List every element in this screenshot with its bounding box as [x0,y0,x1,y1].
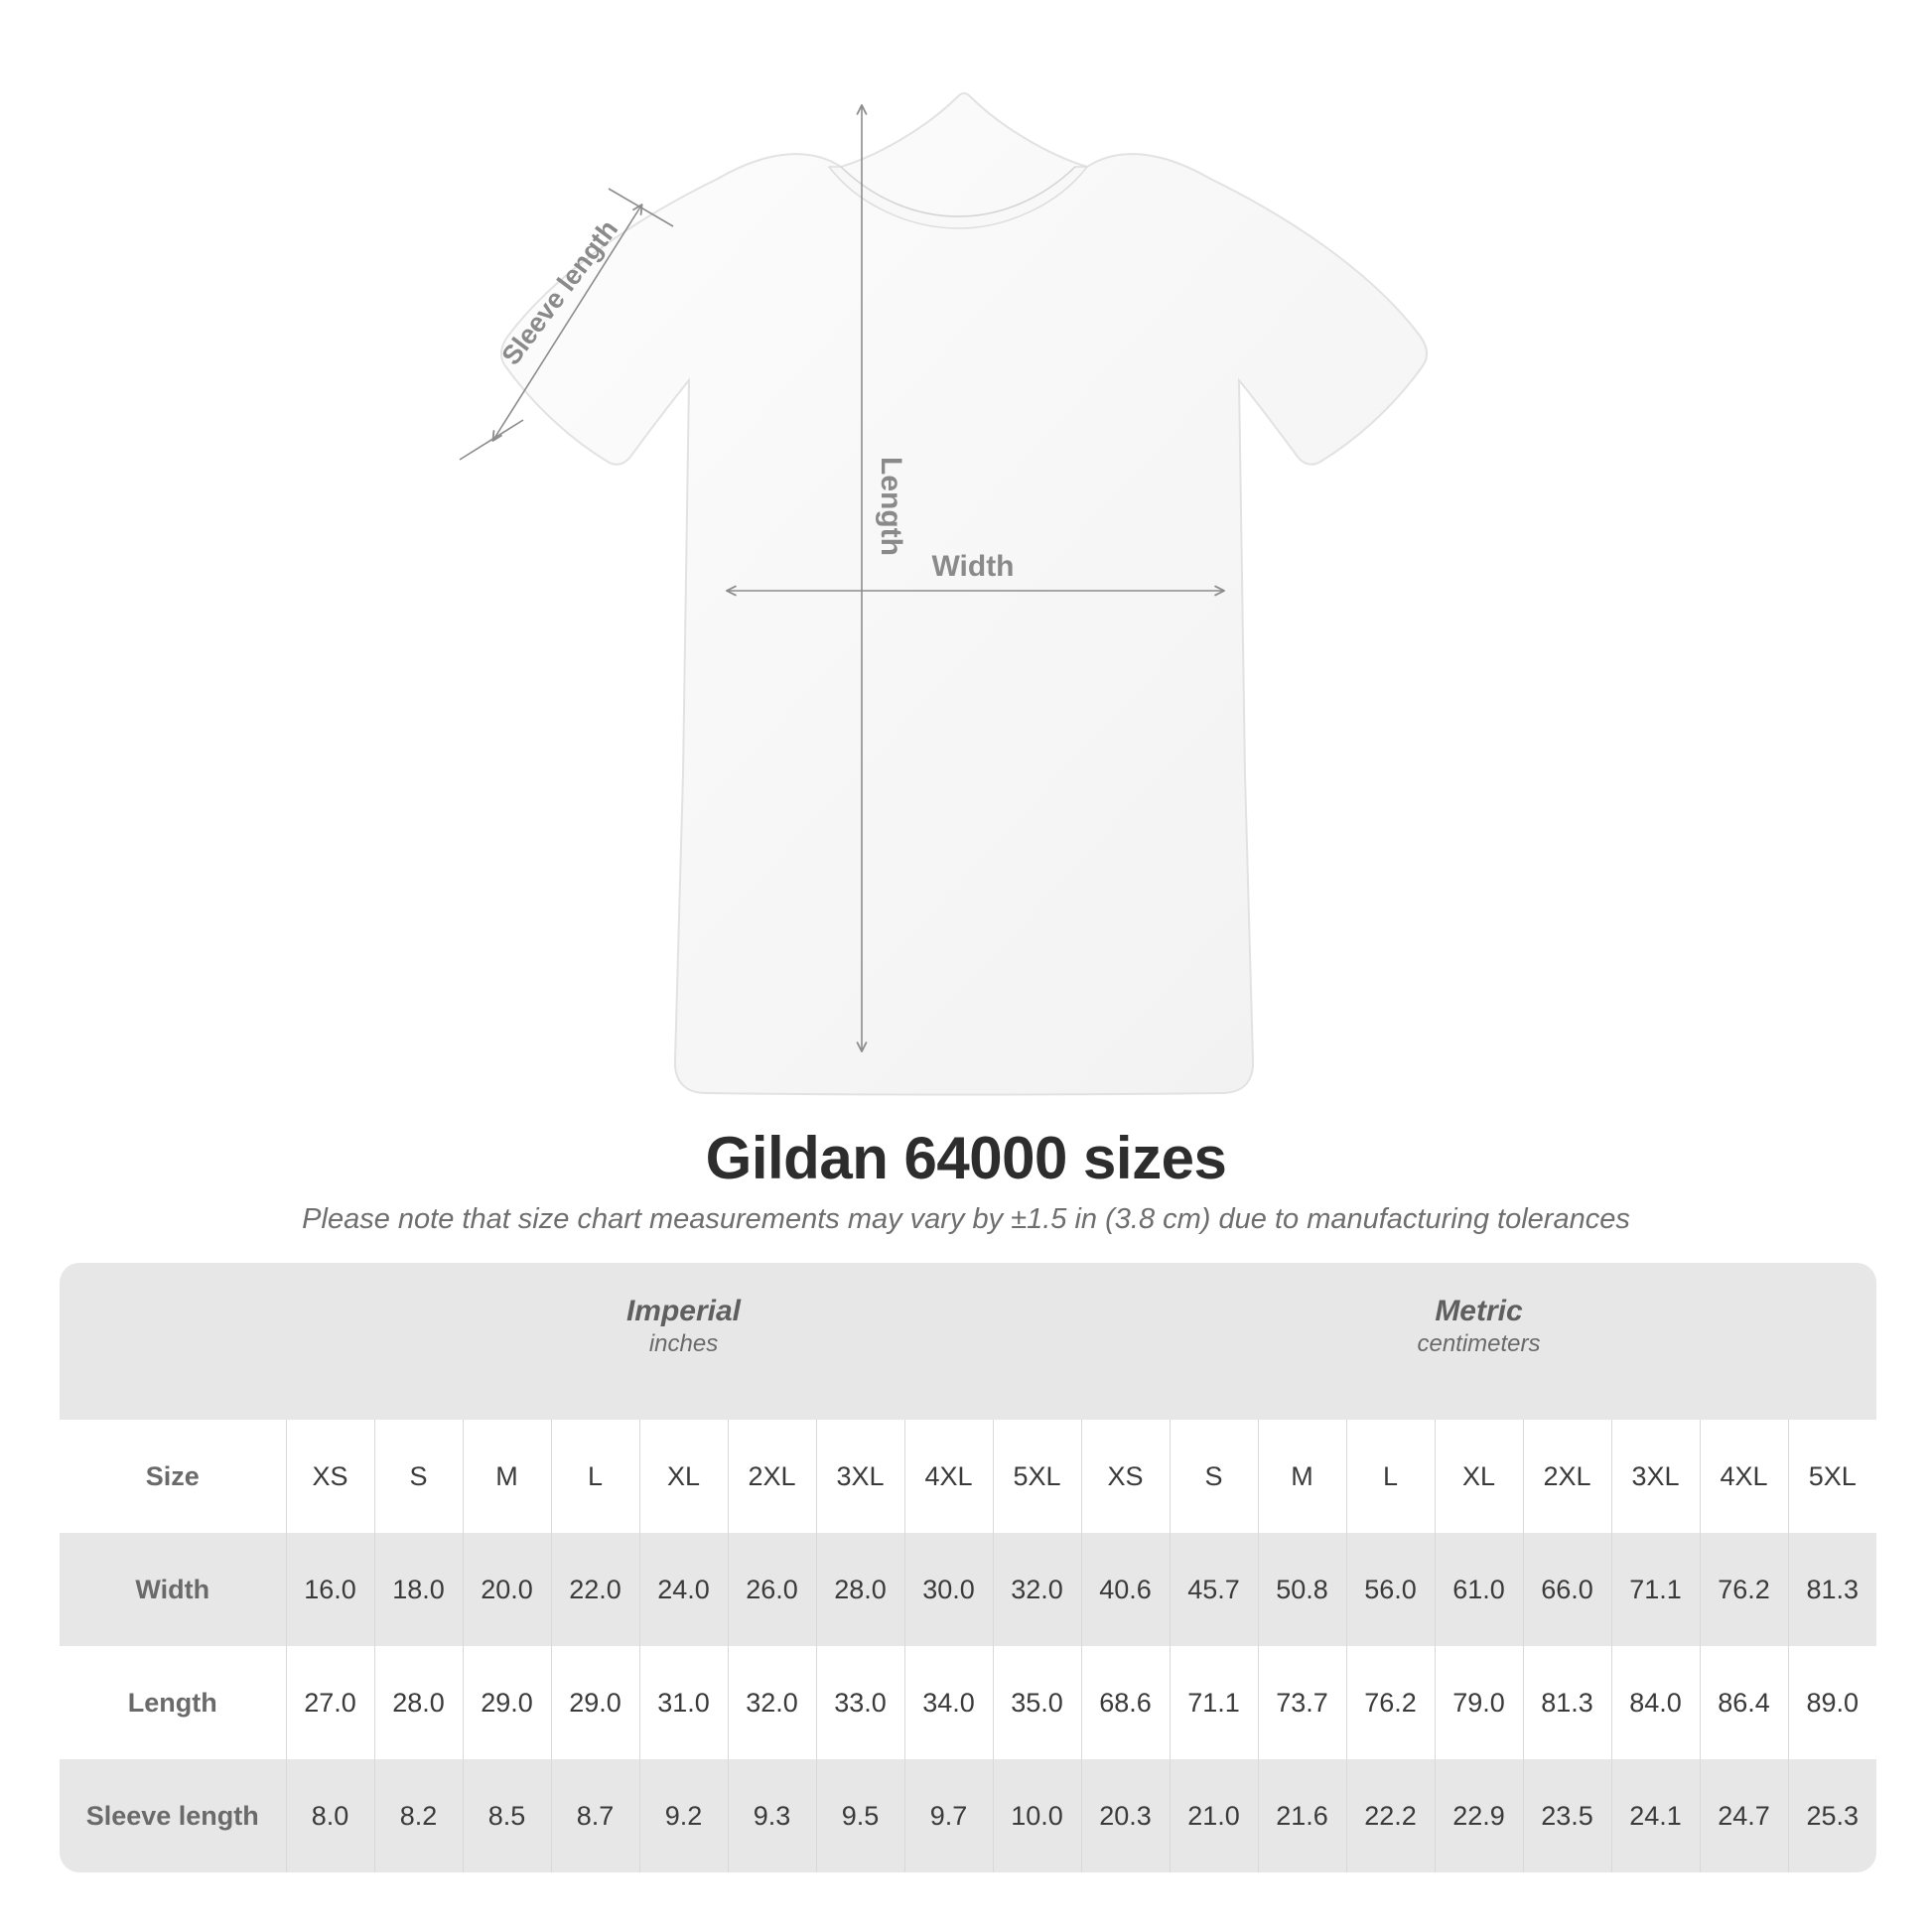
svg-text:Length: Length [875,457,907,556]
svg-text:Width: Width [931,550,1014,583]
